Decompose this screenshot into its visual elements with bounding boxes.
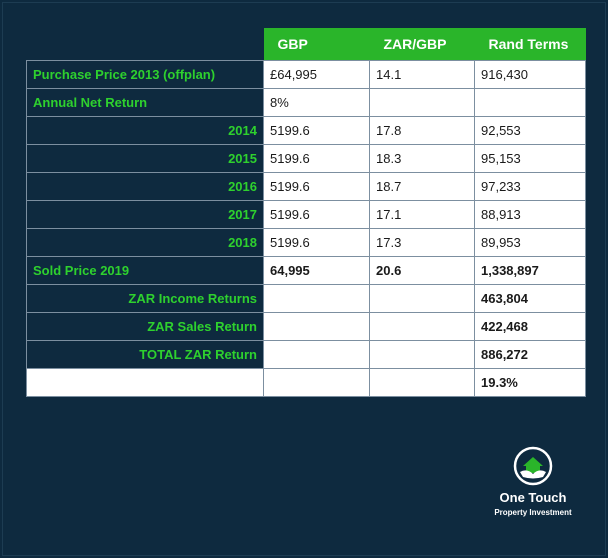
logo-name: One Touch bbox=[499, 490, 567, 505]
rand-cell: 1,338,897 bbox=[474, 255, 586, 285]
row-label: Purchase Price 2013 (offplan) bbox=[26, 59, 264, 89]
rand-cell: 89,953 bbox=[474, 227, 586, 257]
gbp-cell: £64,995 bbox=[263, 59, 370, 89]
header-cell-blank bbox=[27, 28, 264, 60]
rate-cell: 17.1 bbox=[369, 199, 475, 229]
house-hands-icon bbox=[513, 446, 553, 486]
header-cell-zar-gbp: ZAR/GBP bbox=[369, 28, 475, 60]
row-label: 2015 bbox=[26, 143, 264, 173]
row-label: 2018 bbox=[26, 227, 264, 257]
rate-cell bbox=[369, 367, 475, 397]
returns-table: GBP ZAR/GBP Rand Terms Purchase Price 20… bbox=[26, 28, 586, 397]
rand-cell: 463,804 bbox=[474, 283, 586, 313]
gbp-cell: 5199.6 bbox=[263, 227, 370, 257]
gbp-cell: 64,995 bbox=[263, 255, 370, 285]
row-label: TOTAL ZAR Return bbox=[26, 339, 264, 369]
gbp-cell: 8% bbox=[263, 87, 370, 117]
rand-cell: 95,153 bbox=[474, 143, 586, 173]
gbp-cell bbox=[263, 339, 370, 369]
table-row: 2016 5199.6 18.7 97,233 bbox=[26, 171, 586, 201]
rate-cell bbox=[369, 283, 475, 313]
gbp-cell bbox=[263, 311, 370, 341]
rate-cell: 20.6 bbox=[369, 255, 475, 285]
table-row: Sold Price 2019 64,995 20.6 1,338,897 bbox=[26, 255, 586, 285]
header-cell-rand-terms: Rand Terms bbox=[474, 28, 586, 60]
rand-cell: 422,468 bbox=[474, 311, 586, 341]
row-label bbox=[26, 367, 264, 397]
gbp-cell: 5199.6 bbox=[263, 115, 370, 145]
rand-cell: 886,272 bbox=[474, 339, 586, 369]
table-row: 2018 5199.6 17.3 89,953 bbox=[26, 227, 586, 257]
table-row: TOTAL ZAR Return 886,272 bbox=[26, 339, 586, 369]
table-row: Purchase Price 2013 (offplan) £64,995 14… bbox=[26, 59, 586, 89]
logo-tagline: Property Investment bbox=[494, 508, 572, 517]
table-row: ZAR Income Returns 463,804 bbox=[26, 283, 586, 313]
row-label: ZAR Sales Return bbox=[26, 311, 264, 341]
table-row: 2015 5199.6 18.3 95,153 bbox=[26, 143, 586, 173]
row-label: ZAR Income Returns bbox=[26, 283, 264, 313]
rand-cell bbox=[474, 87, 586, 117]
rate-cell: 18.3 bbox=[369, 143, 475, 173]
rand-cell: 92,553 bbox=[474, 115, 586, 145]
rand-cell: 88,913 bbox=[474, 199, 586, 229]
rate-cell bbox=[369, 87, 475, 117]
rate-cell: 18.7 bbox=[369, 171, 475, 201]
table-row: 19.3% bbox=[26, 367, 586, 397]
table-row: Annual Net Return 8% bbox=[26, 87, 586, 117]
table-row: ZAR Sales Return 422,468 bbox=[26, 311, 586, 341]
gbp-cell bbox=[263, 283, 370, 313]
rate-cell: 17.3 bbox=[369, 227, 475, 257]
rate-cell: 17.8 bbox=[369, 115, 475, 145]
row-label: 2014 bbox=[26, 115, 264, 145]
gbp-cell: 5199.6 bbox=[263, 199, 370, 229]
table-row: 2014 5199.6 17.8 92,553 bbox=[26, 115, 586, 145]
one-touch-logo: One Touch Property Investment bbox=[492, 446, 574, 517]
rate-cell: 14.1 bbox=[369, 59, 475, 89]
row-label: 2016 bbox=[26, 171, 264, 201]
rate-cell bbox=[369, 339, 475, 369]
rate-cell bbox=[369, 311, 475, 341]
rand-cell: 916,430 bbox=[474, 59, 586, 89]
gbp-cell: 5199.6 bbox=[263, 143, 370, 173]
gbp-cell bbox=[263, 367, 370, 397]
rand-cell: 97,233 bbox=[474, 171, 586, 201]
row-label: Sold Price 2019 bbox=[26, 255, 264, 285]
rand-cell: 19.3% bbox=[474, 367, 586, 397]
table-header-row: GBP ZAR/GBP Rand Terms bbox=[27, 28, 586, 60]
table-row: 2017 5199.6 17.1 88,913 bbox=[26, 199, 586, 229]
gbp-cell: 5199.6 bbox=[263, 171, 370, 201]
row-label: 2017 bbox=[26, 199, 264, 229]
row-label: Annual Net Return bbox=[26, 87, 264, 117]
header-cell-gbp: GBP bbox=[263, 28, 370, 60]
